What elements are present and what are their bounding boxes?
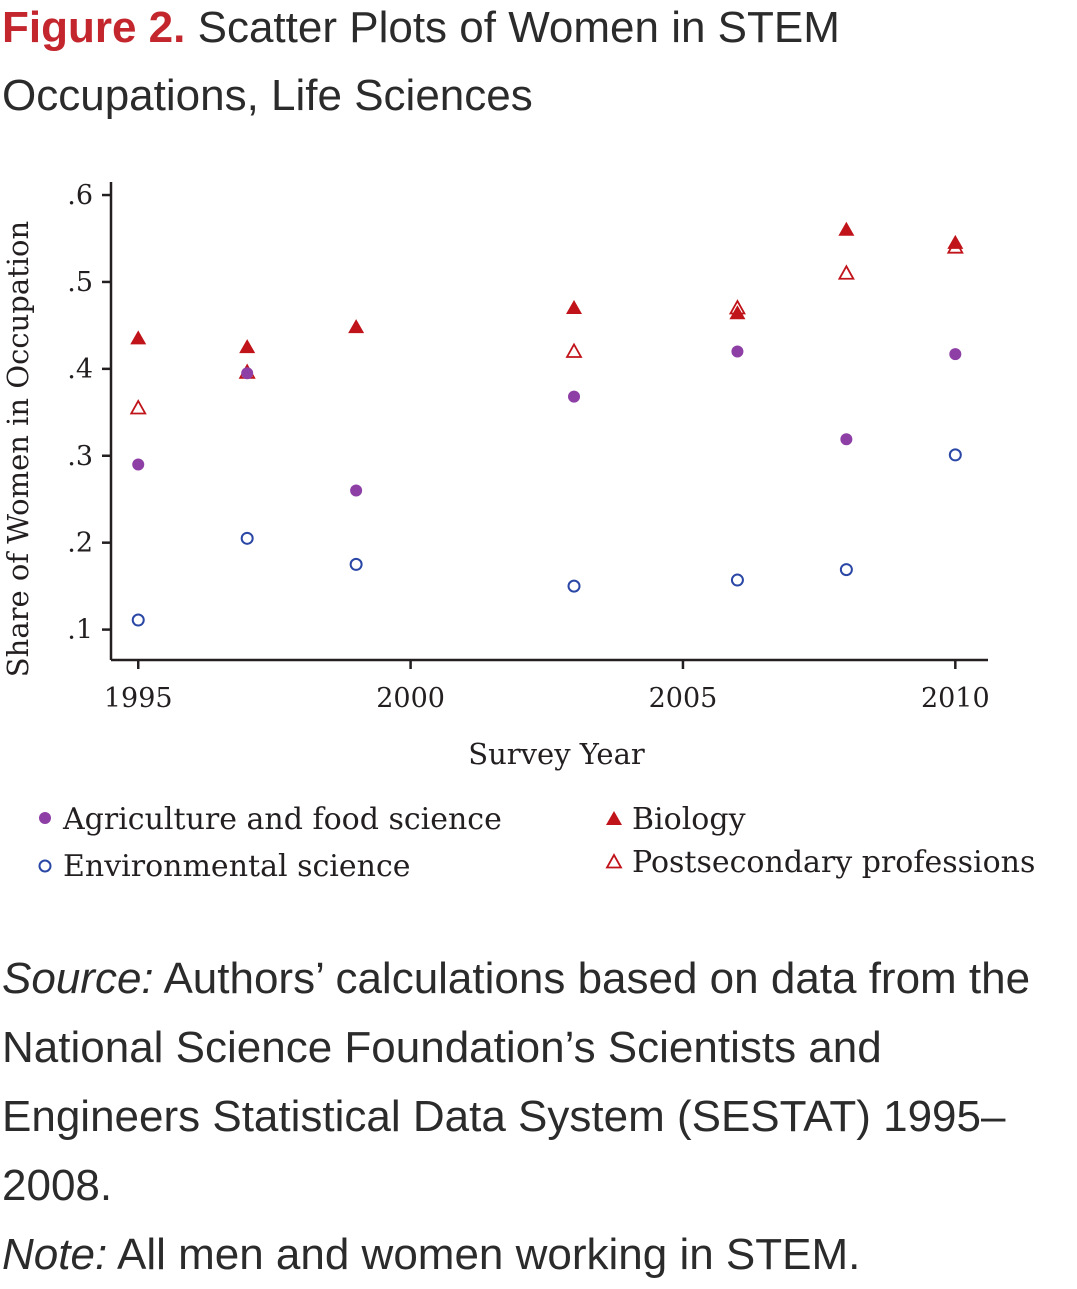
series-environmental-science bbox=[131, 448, 962, 627]
x-tick-label: 2010 bbox=[921, 683, 990, 714]
data-point-postsecondary-professions bbox=[129, 399, 147, 415]
data-point-environmental-science bbox=[839, 563, 853, 577]
note-text: All men and women working in STEM. bbox=[116, 1230, 861, 1279]
y-tick-label: .3 bbox=[67, 441, 93, 472]
y-tick-label: .4 bbox=[67, 354, 93, 385]
x-tick-label: 2000 bbox=[376, 683, 445, 714]
legend-marker bbox=[39, 812, 51, 824]
legend-label: Postsecondary professions bbox=[632, 845, 1035, 880]
series-biology bbox=[130, 221, 964, 354]
scatter-chart: .1 .2 .3 .4 .5 .6 1995 2000 2005 2010 Survey Year S… bbox=[1, 180, 1035, 884]
legend-label: Agriculture and food science bbox=[62, 802, 502, 837]
data-point-postsecondary-professions bbox=[565, 342, 583, 358]
data-point-biology bbox=[729, 305, 746, 320]
legend-item-biology: Biology bbox=[606, 802, 746, 837]
data-point-environmental-science bbox=[131, 613, 145, 627]
data-point-agriculture-and-food-science bbox=[949, 348, 962, 361]
data-point-agriculture-and-food-science bbox=[241, 367, 254, 380]
y-tick-label: .5 bbox=[67, 267, 93, 298]
chart-legend: Agriculture and food science Environmenta… bbox=[38, 802, 1035, 884]
note-paragraph: Note: All men and women working in STEM. bbox=[2, 1220, 1072, 1289]
data-point-environmental-science bbox=[240, 531, 254, 545]
y-tick-label: .6 bbox=[67, 180, 93, 211]
data-point-biology bbox=[566, 300, 583, 315]
legend-marker bbox=[605, 853, 623, 869]
data-point-biology bbox=[348, 319, 365, 334]
series-postsecondary-professions bbox=[129, 238, 964, 415]
x-tick-label: 2005 bbox=[649, 683, 718, 714]
legend-item-postsecondary-professions: Postsecondary professions bbox=[605, 845, 1035, 880]
figure-label: Figure 2. bbox=[2, 3, 186, 52]
data-point-agriculture-and-food-science bbox=[731, 345, 744, 358]
figure-title-text: Scatter Plots of Women in STEM Occupatio… bbox=[2, 3, 840, 120]
data-point-biology bbox=[838, 221, 855, 236]
chart-marks bbox=[129, 221, 964, 627]
y-tick-label: .1 bbox=[67, 615, 93, 646]
data-point-postsecondary-professions bbox=[837, 264, 855, 280]
data-point-biology bbox=[239, 339, 256, 354]
y-axis-title: Share of Women in Occupation bbox=[1, 221, 35, 677]
x-tick-label: 1995 bbox=[104, 683, 173, 714]
source-notes: Source: Authors’ calculations based on d… bbox=[2, 944, 1072, 1289]
source-label: Source: bbox=[2, 954, 154, 1003]
chart-axes: .1 .2 .3 .4 .5 .6 1995 2000 2005 2010 Survey Year S… bbox=[1, 180, 990, 771]
legend-item-environmental-science: Environmental science bbox=[38, 849, 411, 884]
legend-item-agriculture-and-food-science: Agriculture and food science bbox=[39, 802, 502, 837]
legend-label: Biology bbox=[632, 802, 746, 837]
source-paragraph: Source: Authors’ calculations based on d… bbox=[2, 944, 1072, 1220]
data-point-environmental-science bbox=[730, 573, 744, 587]
source-text: Authors’ calculations based on data from… bbox=[2, 954, 1031, 1210]
data-point-biology bbox=[130, 330, 147, 345]
data-point-agriculture-and-food-science bbox=[350, 484, 363, 497]
x-axis-title: Survey Year bbox=[468, 737, 645, 771]
data-point-agriculture-and-food-science bbox=[132, 458, 145, 471]
data-point-environmental-science bbox=[567, 579, 581, 593]
legend-marker bbox=[606, 811, 622, 825]
note-label: Note: bbox=[2, 1230, 108, 1279]
data-point-environmental-science bbox=[349, 557, 363, 571]
figure-title: Figure 2. Scatter Plots of Women in STEM… bbox=[2, 0, 1072, 130]
data-point-environmental-science bbox=[948, 448, 962, 462]
data-point-agriculture-and-food-science bbox=[568, 390, 581, 403]
series-agriculture-and-food-science bbox=[132, 345, 962, 497]
data-point-biology bbox=[947, 234, 964, 249]
legend-label: Environmental science bbox=[63, 849, 411, 884]
data-point-agriculture-and-food-science bbox=[840, 433, 853, 446]
legend-marker bbox=[38, 859, 52, 873]
y-tick-label: .2 bbox=[67, 528, 93, 559]
